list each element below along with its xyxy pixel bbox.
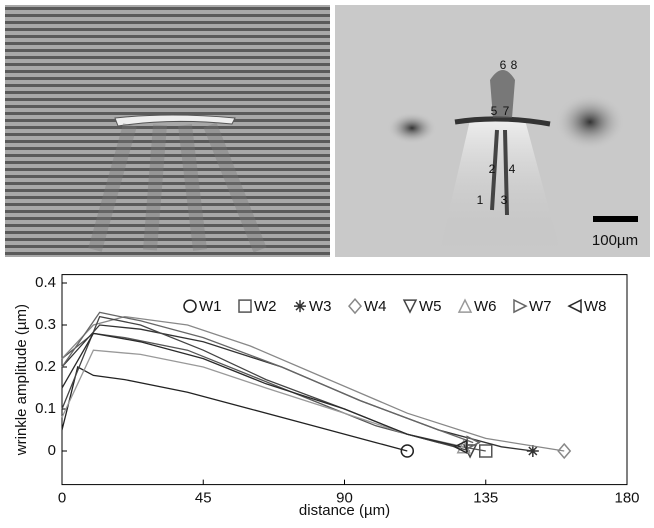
region-label: 8 bbox=[511, 58, 518, 72]
legend-label: W2 bbox=[254, 298, 277, 315]
region-label: 6 bbox=[500, 58, 507, 72]
region-label: 2 bbox=[489, 162, 496, 176]
y-axis-label: wrinkle amplitude (µm) bbox=[13, 304, 30, 456]
y-tick-label: 0.1 bbox=[35, 400, 56, 417]
region-label: 4 bbox=[509, 162, 516, 176]
legend-marker bbox=[567, 298, 582, 314]
legend-marker bbox=[183, 299, 197, 313]
scale-bar-label: 100µm bbox=[592, 232, 638, 249]
left-image bbox=[5, 5, 330, 257]
legend-marker bbox=[238, 299, 252, 313]
series-line bbox=[61, 324, 533, 452]
legend-marker bbox=[402, 299, 418, 314]
x-tick-label: 180 bbox=[614, 490, 639, 507]
x-tick-label: 90 bbox=[336, 490, 353, 507]
legend-marker bbox=[513, 298, 528, 314]
y-tick-label: 0 bbox=[48, 442, 56, 459]
end-marker bbox=[479, 444, 493, 458]
end-marker bbox=[557, 442, 572, 460]
series-line bbox=[61, 315, 471, 452]
x-tick-label: 0 bbox=[58, 490, 66, 507]
region-label: 1 bbox=[477, 193, 484, 207]
right-image bbox=[335, 5, 650, 257]
series-line bbox=[61, 311, 474, 444]
legend-marker bbox=[294, 300, 306, 313]
region-label: 5 bbox=[491, 104, 498, 118]
legend-marker bbox=[457, 298, 473, 313]
region-label: 3 bbox=[501, 193, 508, 207]
end-marker bbox=[526, 445, 539, 457]
legend-label: W8 bbox=[584, 298, 607, 315]
legend-label: W4 bbox=[364, 298, 387, 315]
legend-label: W5 bbox=[419, 298, 442, 315]
series-line bbox=[61, 332, 486, 452]
end-marker bbox=[400, 444, 415, 458]
series-line bbox=[61, 332, 461, 448]
legend-label: W3 bbox=[309, 298, 332, 315]
legend-label: W7 bbox=[529, 298, 552, 315]
x-tick-label: 45 bbox=[195, 490, 212, 507]
legend-label: W6 bbox=[474, 298, 497, 315]
series-line bbox=[61, 366, 408, 452]
x-axis-label: distance (µm) bbox=[299, 502, 390, 519]
y-tick-label: 0.3 bbox=[35, 316, 56, 333]
y-tick-label: 0.4 bbox=[35, 274, 56, 291]
x-tick-label: 135 bbox=[473, 490, 498, 507]
legend-marker bbox=[348, 297, 362, 315]
legend-label: W1 bbox=[199, 298, 222, 315]
end-marker bbox=[452, 439, 468, 455]
y-tick-label: 0.2 bbox=[35, 358, 56, 375]
series-line bbox=[61, 315, 565, 452]
region-label: 7 bbox=[503, 104, 510, 118]
